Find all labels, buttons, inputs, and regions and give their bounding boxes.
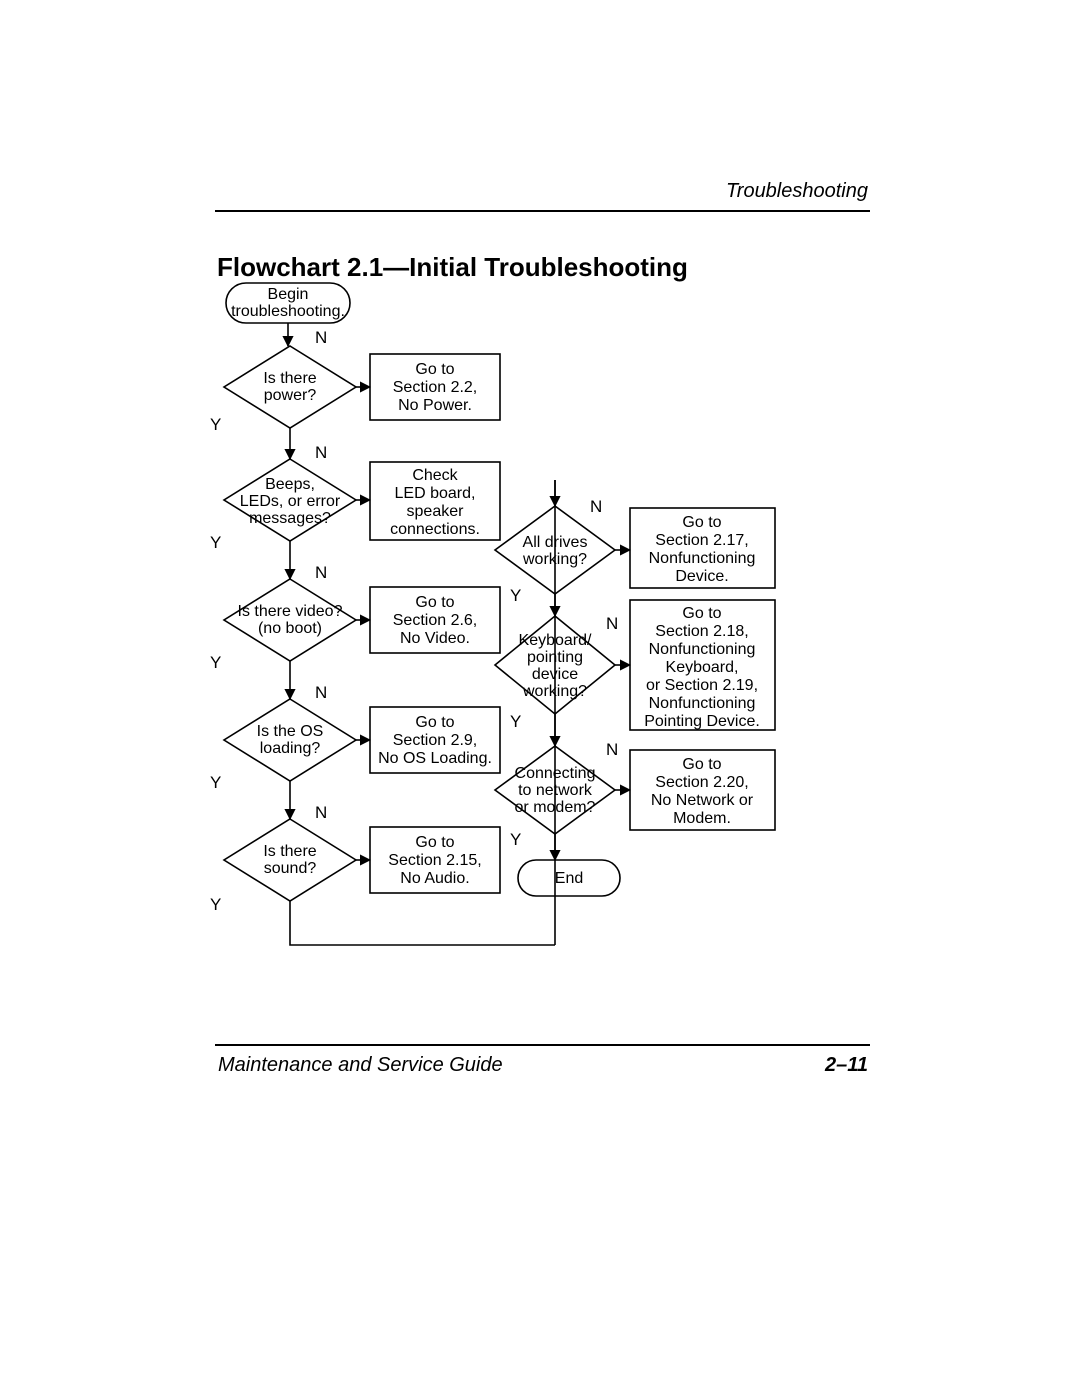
node-begin-line1: Begin: [268, 286, 309, 303]
node-video-r-line2: Section 2.6,: [393, 612, 478, 629]
node-video-line1: Is there video?: [238, 603, 343, 620]
footer-rule: [215, 1044, 870, 1046]
node-video-process: Go to Section 2.6, No Video.: [370, 587, 500, 653]
node-beeps-r-line2: LED board,: [395, 485, 476, 502]
node-kb-r-line7: Pointing Device.: [644, 713, 760, 730]
node-beeps-process: Check LED board, speaker connections.: [370, 462, 500, 540]
node-drives-r-line4: Device.: [675, 568, 728, 585]
node-beeps-r-line3: speaker: [407, 503, 465, 520]
lbl-n-kb: N: [606, 614, 618, 633]
node-power-r-line2: Section 2.2,: [393, 379, 478, 396]
node-end-text: End: [555, 870, 583, 887]
lbl-y-sound: Y: [210, 895, 221, 914]
node-beeps-r-line1: Check: [412, 467, 458, 484]
node-kb-r-line4: Keyboard,: [666, 659, 739, 676]
node-kb-process: Go to Section 2.18, Nonfunctioning Keybo…: [630, 600, 775, 730]
node-power-line2: power?: [264, 387, 317, 404]
node-beeps-line2: LEDs, or error: [240, 493, 341, 510]
svg-text:.: .: [546, 870, 550, 887]
node-power-decision: Is there power?: [224, 346, 356, 428]
footer-left: Maintenance and Service Guide: [218, 1054, 503, 1077]
lbl-y-video: Y: [210, 653, 221, 672]
lbl-y-os: Y: [210, 773, 221, 792]
page: Troubleshooting Flowchart 2.1—Initial Tr…: [0, 0, 1080, 1397]
node-os-process: Go to Section 2.9, No OS Loading.: [370, 707, 500, 773]
lbl-y-net: Y: [510, 830, 521, 849]
node-os-line1: Is the OS: [257, 723, 324, 740]
node-net-r-line2: Section 2.20,: [655, 774, 748, 791]
lbl-n-video: N: [315, 563, 327, 582]
node-video-line2: (no boot): [258, 620, 322, 637]
node-drives-process: Go to Section 2.17, Nonfunctioning Devic…: [630, 508, 775, 588]
node-video-r-line3: No Video.: [400, 630, 470, 647]
node-video-decision: Is there video? (no boot): [224, 579, 356, 661]
node-beeps-decision: Beeps, LEDs, or error messages?: [224, 459, 356, 541]
node-end: End: [518, 860, 620, 896]
node-begin-line2: troubleshooting.: [231, 303, 345, 320]
node-os-decision: Is the OS loading?: [224, 699, 356, 781]
node-sound-process: Go to Section 2.15, No Audio.: [370, 827, 500, 893]
node-drives-r-line1: Go to: [682, 514, 721, 531]
lbl-y-power: Y: [210, 415, 221, 434]
node-os-line2: loading?: [260, 740, 321, 757]
node-sound-r-line3: No Audio.: [400, 870, 469, 887]
node-video-r-line1: Go to: [415, 594, 454, 611]
lbl-n-os: N: [315, 683, 327, 702]
header-section: Troubleshooting: [726, 180, 868, 203]
node-kb-r-line6: Nonfunctioning: [649, 695, 756, 712]
footer-right: 2–11: [825, 1054, 868, 1077]
lbl-n-drives: N: [590, 497, 602, 516]
node-sound-r-line1: Go to: [415, 834, 454, 851]
node-net-r-line4: Modem.: [673, 810, 731, 827]
lbl-n-power: N: [315, 328, 327, 347]
lbl-y-kb: Y: [510, 712, 521, 731]
node-os-r-line1: Go to: [415, 714, 454, 731]
node-beeps-line3: messages?: [249, 510, 331, 527]
lbl-n-beeps: N: [315, 443, 327, 462]
node-kb-r-line5: or Section 2.19,: [646, 677, 758, 694]
node-beeps-line1: Beeps,: [265, 476, 315, 493]
node-kb-r-line3: Nonfunctioning: [649, 641, 756, 658]
node-sound-r-line2: Section 2.15,: [388, 852, 481, 869]
lbl-n-sound: N: [315, 803, 327, 822]
node-drives-r-line2: Section 2.17,: [655, 532, 748, 549]
node-begin: Begin troubleshooting.: [226, 283, 350, 323]
node-power-line1: Is there: [263, 370, 316, 387]
node-kb-r-line1: Go to: [682, 605, 721, 622]
header-rule: [215, 210, 870, 212]
lbl-y-drives: Y: [510, 586, 521, 605]
node-os-r-line3: No OS Loading.: [378, 750, 492, 767]
page-title: Flowchart 2.1—Initial Troubleshooting: [217, 252, 688, 283]
node-net-process: Go to Section 2.20, No Network or Modem.: [630, 750, 775, 830]
node-net-r-line3: No Network or: [651, 792, 754, 809]
node-drives-r-line3: Nonfunctioning: [649, 550, 756, 567]
node-power-r-line1: Go to: [415, 361, 454, 378]
node-power-process: Go to Section 2.2, No Power.: [370, 354, 500, 420]
node-beeps-r-line4: connections.: [390, 521, 480, 538]
node-net-r-line1: Go to: [682, 756, 721, 773]
node-sound-line2: sound?: [264, 860, 317, 877]
flowchart: Begin troubleshooting. Is there power? G…: [210, 280, 880, 1000]
node-kb-r-line2: Section 2.18,: [655, 623, 748, 640]
node-sound-decision: Is there sound?: [224, 819, 356, 901]
node-sound-line1: Is there: [263, 843, 316, 860]
node-power-r-line3: No Power.: [398, 397, 472, 414]
lbl-y-beeps: Y: [210, 533, 221, 552]
node-os-r-line2: Section 2.9,: [393, 732, 478, 749]
lbl-n-net: N: [606, 740, 618, 759]
